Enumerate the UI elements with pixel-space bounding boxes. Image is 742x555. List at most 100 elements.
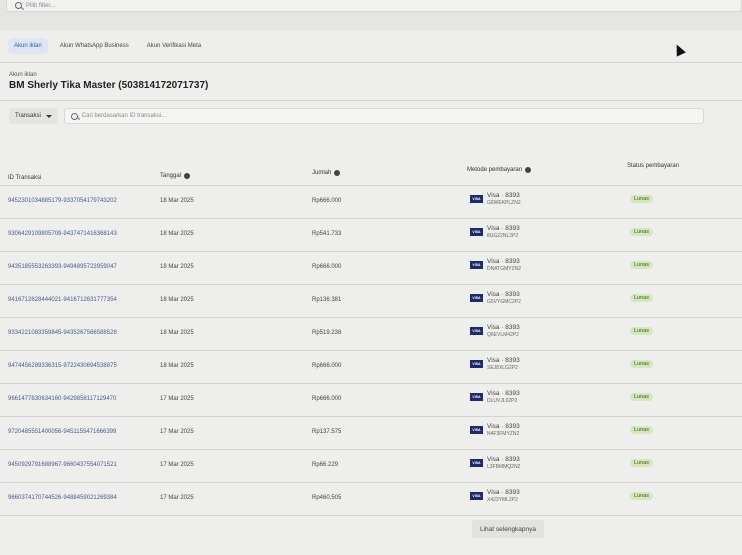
status-badge: Lunas (630, 492, 653, 500)
payment-reference: Q6EVLM42P2 (487, 332, 519, 338)
transaction-date: 18 Mar 2025 (160, 198, 194, 204)
visa-card-icon: VISA (470, 426, 483, 434)
transaction-amount: Rp541.733 (312, 231, 342, 237)
transaction-date: 18 Mar 2025 (160, 297, 194, 303)
header-date-label: Tanggal (160, 173, 182, 179)
tab-akun-iklan[interactable]: Akun iklan (8, 38, 48, 54)
table-row[interactable]: 9660374170744526-9488459021269384 17 Mar… (0, 482, 742, 515)
status-badge: Lunas (630, 327, 653, 335)
transaction-id-link[interactable]: 9660374170744526-9488459021269384 (8, 495, 117, 501)
caret-down-icon (45, 114, 52, 118)
transaction-date: 18 Mar 2025 (160, 264, 194, 270)
info-icon[interactable] (525, 167, 532, 173)
payment-reference: L3FBMMQ2N2 (487, 464, 521, 470)
visa-card-icon: VISA (470, 360, 483, 368)
payment-method: VISA Visa · 8393 DLUVJL02P2 (470, 390, 520, 404)
table-header: ID Transaksi Tanggal Jumlah Metode pemba… (0, 155, 742, 185)
transaction-date: 17 Mar 2025 (160, 429, 194, 435)
transaction-id-link[interactable]: 9661477830634160-9429858117129470 (8, 396, 117, 402)
transaction-amount: Rp666.000 (312, 363, 342, 369)
card-label: Visa · 8393 (487, 291, 520, 298)
transaction-amount: Rp666.000 (312, 264, 342, 270)
transaction-amount: Rp460.505 (312, 495, 342, 501)
visa-card-icon: VISA (470, 393, 483, 401)
header-method-label: Metode pembayaran (467, 167, 523, 173)
tab-whatsapp-business[interactable]: Akun WhatsApp Business (59, 43, 129, 49)
tab-verifikasi-meta[interactable]: Akun Verifikasi Meta (146, 43, 202, 49)
transaction-amount: Rp519.238 (312, 330, 342, 336)
table-row[interactable]: 9474456289336315-9722430694538875 18 Mar… (0, 350, 742, 383)
transaction-date: 18 Mar 2025 (160, 330, 194, 336)
header-method: Metode pembayaran (467, 167, 532, 173)
transaction-id-link[interactable]: 9334221083359845-9435267566588528 (8, 330, 117, 336)
table-row[interactable]: 9416712628444021-9416712631777354 18 Mar… (0, 284, 742, 317)
transaction-date: 17 Mar 2025 (160, 396, 194, 402)
table-row[interactable]: 9661477830634160-9429858117129470 17 Mar… (0, 383, 742, 416)
transaction-date: 18 Mar 2025 (160, 363, 194, 369)
tab-bar: Akun iklan Akun WhatsApp Business Akun V… (8, 38, 207, 54)
table-row[interactable]: 9720485551400056-9451155471666399 17 Mar… (0, 416, 742, 449)
transaction-id-link[interactable]: 9450929791688967-9660437554071521 (8, 462, 117, 468)
header-status-label: Status pembayaran (627, 163, 680, 169)
mouse-cursor-icon (672, 42, 686, 57)
transaction-type-dropdown[interactable]: Transaksi (9, 108, 58, 124)
transaction-amount: Rp666.000 (312, 396, 342, 402)
card-label: Visa · 8393 (487, 324, 520, 331)
divider (0, 515, 742, 516)
status-badge: Lunas (630, 228, 653, 236)
payment-method: VISA Visa · 8393 SEJ8XLG2P2 (470, 357, 520, 371)
status-badge: Lunas (630, 261, 653, 269)
header-id: ID Transaksi (8, 175, 41, 181)
header-id-label: ID Transaksi (8, 175, 42, 181)
payment-method: VISA Visa · 8393 Q6EVLM42P2 (470, 324, 520, 338)
card-label: Visa · 8393 (487, 225, 520, 232)
table-row[interactable]: 9452301034885179-9337054179743202 18 Mar… (0, 185, 742, 218)
payment-reference: G5VYGMC2P2 (487, 299, 521, 305)
status-badge: Lunas (630, 294, 653, 302)
card-label: Visa · 8393 (487, 390, 520, 397)
table-row[interactable]: 9435185553263393-9494895723959047 18 Mar… (0, 251, 742, 284)
filter-input[interactable]: Pilih filter... (6, 0, 742, 12)
transaction-id-link[interactable]: 9720485551400056-9451155471666399 (8, 429, 117, 435)
transaction-date: 17 Mar 2025 (160, 462, 194, 468)
card-label: Visa · 8393 (487, 489, 520, 496)
transaction-amount: Rp137.575 (312, 429, 342, 435)
transaction-id-link[interactable]: 9306429109805709-9437471416368143 (8, 231, 117, 237)
payment-method: VISA Visa · 8393 DNATGMYZN2 (470, 258, 521, 272)
info-icon[interactable] (334, 170, 341, 176)
account-label: Akun iklan (9, 72, 37, 78)
transaction-amount: Rp666.000 (312, 198, 342, 204)
visa-card-icon: VISA (470, 228, 483, 236)
payment-method: VISA Visa · 8393 G6WEKPLZN2 (470, 192, 521, 206)
payment-reference: N4F3FMYZN2 (487, 431, 520, 437)
transaction-id-link[interactable]: 9474456289336315-9722430694538875 (8, 363, 117, 369)
card-label: Visa · 8393 (487, 357, 520, 364)
transaction-date: 18 Mar 2025 (160, 231, 194, 237)
header-amount[interactable]: Jumlah (312, 170, 341, 176)
payment-reference: DNATGMYZN2 (487, 266, 522, 272)
table-row[interactable]: 9450929791688967-9660437554071521 17 Mar… (0, 449, 742, 482)
payment-reference: G6WEKPLZN2 (487, 200, 521, 206)
transaction-id-link[interactable]: 9416712628444021-9416712631777354 (8, 297, 117, 303)
transaction-id-link[interactable]: 9435185553263393-9494895723959047 (8, 264, 117, 270)
payment-reference: SEJ8XLG2P2 (487, 365, 518, 371)
payment-method: VISA Visa · 8393 N4F3FMYZN2 (470, 423, 520, 437)
table-body: 9452301034885179-9337054179743202 18 Mar… (0, 185, 742, 515)
visa-card-icon: VISA (470, 195, 483, 203)
payment-reference: 8UG22NL2P2 (487, 233, 519, 239)
transaction-search-input[interactable]: Cari berdasarkan ID transaksi... (63, 108, 704, 124)
table-row[interactable]: 9334221083359845-9435267566588528 18 Mar… (0, 317, 742, 350)
transaction-id-link[interactable]: 9452301034885179-9337054179743202 (8, 198, 117, 204)
transactions-table: ID Transaksi Tanggal Jumlah Metode pemba… (0, 155, 742, 516)
card-label: Visa · 8393 (487, 258, 520, 265)
card-label: Visa · 8393 (487, 456, 520, 463)
header-date[interactable]: Tanggal (160, 173, 191, 179)
see-more-button[interactable]: Lihat selengkapnya (472, 520, 545, 538)
divider (0, 62, 742, 63)
payment-method: VISA Visa · 8393 L3FBMMQ2N2 (470, 456, 520, 470)
info-icon[interactable] (184, 173, 191, 179)
table-row[interactable]: 9306429109805709-9437471416368143 18 Mar… (0, 218, 742, 251)
visa-card-icon: VISA (470, 459, 483, 467)
toolbar: Transaksi Cari berdasarkan ID transaksi.… (9, 108, 704, 124)
payment-method: VISA Visa · 8393 X423YML2P2 (470, 489, 520, 503)
